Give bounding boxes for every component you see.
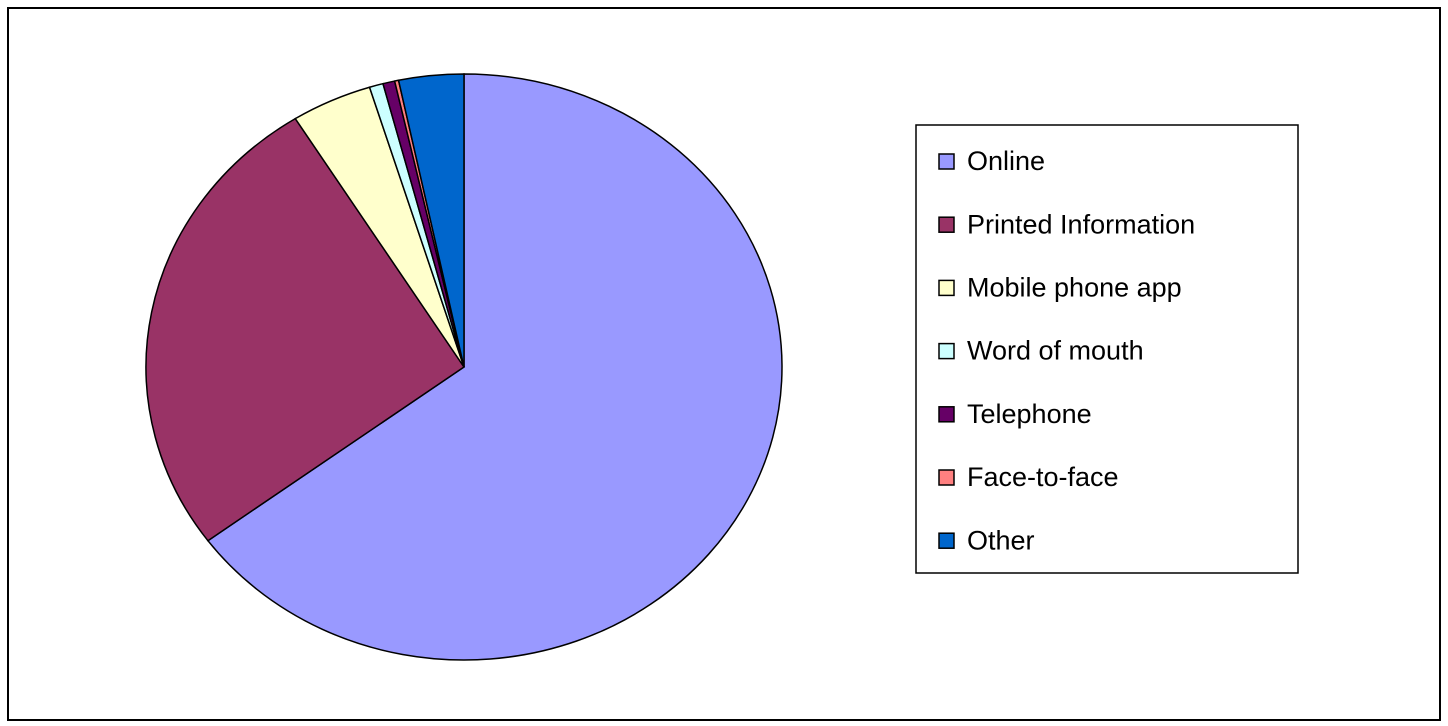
legend-label: Other [967,525,1035,555]
legend-label: Online [967,146,1045,176]
legend-label: Word of mouth [967,336,1144,366]
legend-swatch [938,342,955,360]
pie-slice [397,73,465,368]
pie-slice [145,117,466,542]
pie [145,73,783,661]
legend-swatch [938,406,955,423]
legend-label: Telephone [967,399,1092,429]
legend: Online Printed Information Mobile phone ap… [938,146,1195,555]
legend-label: Printed Information [967,209,1195,239]
pie-slice [206,73,783,661]
legend-swatch [938,216,955,233]
legend-swatch [938,469,955,486]
legend-box [915,124,1299,574]
legend-swatch [938,153,955,170]
legend-label: Mobile phone app [967,273,1182,303]
legend-label: Face-to-face [967,462,1119,492]
legend-swatch [938,279,955,297]
legend-swatch [938,532,955,549]
